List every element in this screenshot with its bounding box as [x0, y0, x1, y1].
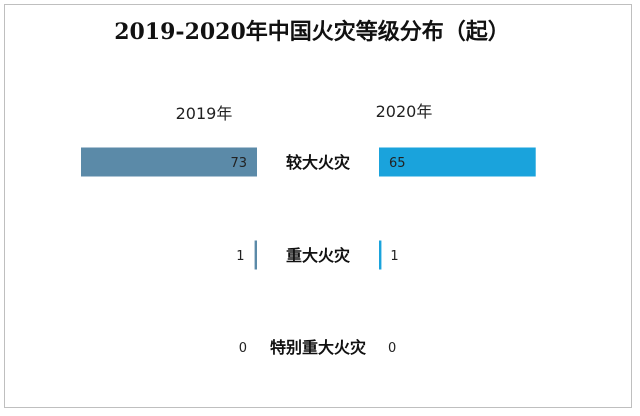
data-label-2019: 0 — [239, 341, 247, 356]
data-label-2020: 0 — [388, 341, 396, 356]
data-label-2020: 65 — [389, 156, 406, 171]
data-label-2019: 1 — [236, 249, 244, 264]
data-label-2020: 1 — [390, 249, 398, 264]
category-label: 特别重大火灾 — [270, 338, 367, 357]
series-label-2019: 2019年 — [176, 104, 233, 123]
data-label-2019: 73 — [230, 156, 247, 171]
bar-2019 — [81, 147, 257, 177]
bar-2020 — [379, 147, 536, 177]
bar-2019 — [254, 240, 257, 270]
chart-frame — [4, 4, 632, 408]
series-label-2020: 2020年 — [376, 102, 433, 121]
bar-2020 — [379, 240, 382, 270]
category-label: 较大火灾 — [286, 153, 351, 172]
chart-title: 2019-2020年中国火灾等级分布（起） — [114, 19, 510, 45]
category-label: 重大火灾 — [286, 246, 351, 265]
